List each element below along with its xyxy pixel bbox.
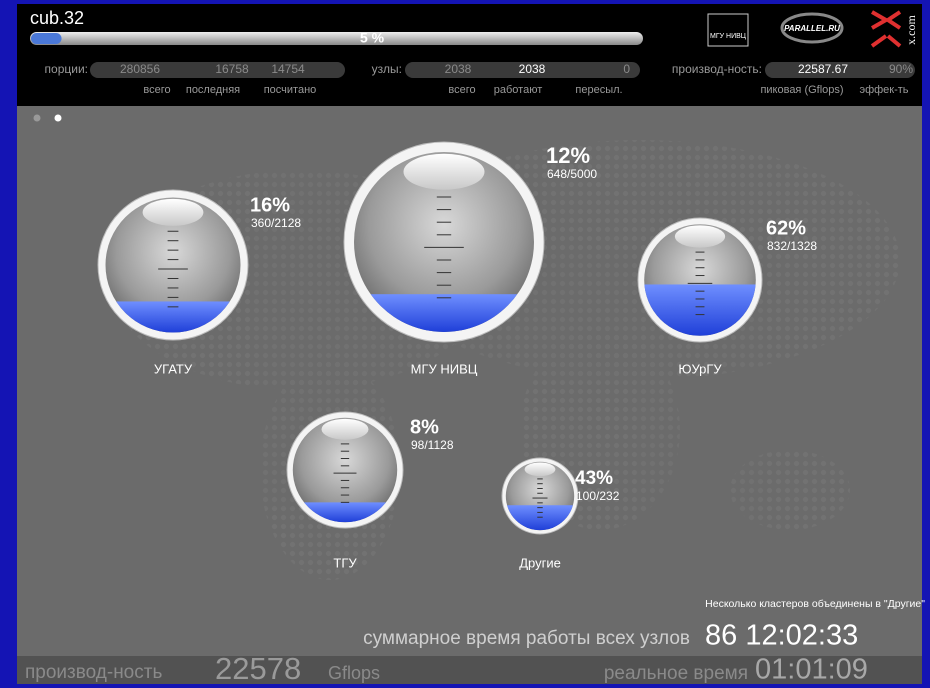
- title: cub.32: [30, 8, 84, 28]
- performance-label: производ-ность: [25, 662, 162, 683]
- cluster-ratio: 648/5000: [547, 167, 597, 181]
- cluster-name: МГУ НИВЦ: [411, 361, 478, 376]
- performance-label: производ-ность:: [672, 62, 762, 76]
- performance-value: 22587.67: [798, 62, 848, 76]
- portions-caption: последняя: [186, 84, 240, 96]
- performance-pill: [765, 62, 915, 78]
- logo-xcom: x.com: [904, 15, 918, 45]
- cluster-ratio: 98/1128: [411, 438, 454, 452]
- portions-value: 280856: [120, 62, 160, 76]
- logo-frame: [707, 13, 749, 47]
- nodes-value: 2038: [519, 62, 546, 76]
- logo-nivc: МГУ НИВЦ: [710, 33, 747, 40]
- nodes-value: 0: [623, 62, 630, 76]
- highlight: [674, 225, 726, 248]
- cluster-name: ТГУ: [333, 555, 357, 570]
- cluster: 16%360/2128 УГАТУ: [97, 189, 301, 376]
- total-time-label: суммарное время работы всех узлов: [363, 628, 690, 649]
- portions-caption: посчитано: [264, 84, 317, 96]
- cluster-ratio: 360/2128: [251, 216, 301, 230]
- cluster: 8%98/1128 ТГУ: [286, 411, 454, 570]
- logo-parallel: PARALLEL.RU: [784, 24, 840, 33]
- portions-label: порции:: [45, 62, 88, 76]
- cluster-name: ЮУрГУ: [678, 361, 722, 376]
- portions-pill: [90, 62, 345, 78]
- nodes-caption: всего: [448, 84, 475, 96]
- cluster-ratio: 832/1328: [767, 239, 817, 253]
- total-time: 86 12:02:33: [705, 620, 858, 652]
- logos: МГУ НИВЦ PARALLEL.RU x.com: [707, 10, 918, 48]
- real-time-label: реальное время: [604, 663, 748, 684]
- progress-label: 5 %: [360, 30, 385, 46]
- performance-value: 22578: [215, 651, 301, 686]
- nodes-label: узлы:: [372, 62, 402, 76]
- bottom-bar: [17, 656, 922, 684]
- progress-fill: [31, 33, 62, 44]
- sphere-glass: [105, 197, 241, 333]
- page-dot[interactable]: [33, 114, 41, 122]
- top-bar: [17, 4, 922, 106]
- cluster-name: Другие: [519, 555, 561, 570]
- highlight: [142, 198, 204, 226]
- nodes-pill: [405, 62, 640, 78]
- performance-unit: Gflops: [328, 663, 380, 683]
- real-time: 01:01:09: [755, 654, 868, 686]
- page-dot[interactable]: [54, 114, 62, 122]
- cluster-percent: 12%: [546, 143, 590, 168]
- cluster-percent: 62%: [766, 217, 806, 239]
- cluster: 43%100/232 Другие: [501, 457, 620, 570]
- performance-caption: пиковая (Gflops): [760, 84, 843, 96]
- portions-value: 14754: [271, 62, 305, 76]
- cluster-percent: 16%: [250, 194, 290, 216]
- portions-value: 16758: [215, 62, 249, 76]
- performance-caption: эффек-ть: [859, 84, 908, 96]
- sphere-glass: [354, 152, 534, 332]
- logo-ring: [780, 12, 844, 44]
- nodes-caption: пересыл.: [575, 84, 622, 96]
- nodes-caption: работают: [494, 84, 543, 96]
- highlight: [403, 153, 485, 190]
- sphere-glass: [292, 417, 398, 523]
- progress-track: [30, 32, 643, 45]
- highlight: [321, 418, 369, 440]
- cluster-percent: 43%: [575, 468, 613, 489]
- cluster: 62%832/1328 ЮУрГУ: [637, 217, 817, 376]
- nodes-value: 2038: [445, 62, 472, 76]
- note: Несколько кластеров объединены в "Другие…: [705, 598, 925, 610]
- highlight: [524, 462, 556, 477]
- cluster-percent: 8%: [410, 416, 439, 438]
- cluster-ratio: 100/232: [576, 489, 620, 503]
- cluster: 12%648/5000 МГУ НИВЦ: [343, 141, 597, 376]
- cluster-name: УГАТУ: [154, 361, 193, 376]
- portions-caption: всего: [143, 84, 170, 96]
- performance-value: 90%: [889, 62, 913, 76]
- logo-xcom-mark: [870, 10, 902, 48]
